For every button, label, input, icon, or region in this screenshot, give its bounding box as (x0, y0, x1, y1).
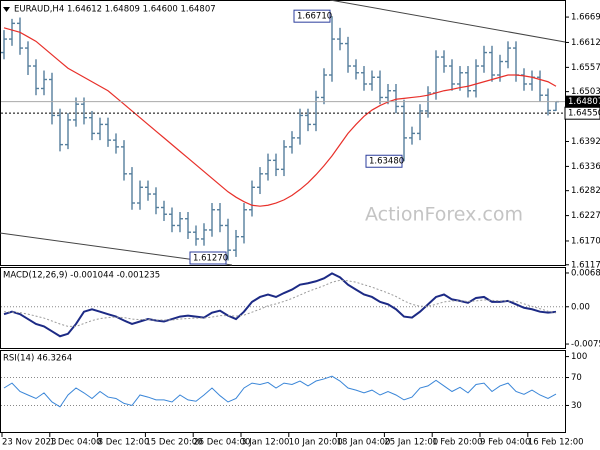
x-tick-label: 10 Jan 20:00 (289, 438, 343, 448)
annotation-box (365, 154, 403, 168)
annotation-box (293, 9, 331, 23)
x-tick-label: 23 Nov 2023 (2, 438, 56, 448)
x-tick-label: 1 Feb 20:00 (432, 438, 482, 448)
y-tick-label: 1.65030 (571, 87, 600, 97)
y-tick-label: 1.61705 (571, 236, 600, 246)
y-tick-label: -0.007591 (571, 340, 600, 350)
indicator-line (3, 375, 557, 408)
y-tick-label: 1.62270 (571, 211, 600, 221)
y-tick-label: 1.65570 (571, 63, 600, 73)
price-level-label: 1.64550 (568, 109, 600, 119)
menu-icon (3, 7, 10, 12)
y-tick-label: 1.61175 (571, 260, 600, 270)
last-price-box (565, 95, 600, 108)
y-tick-label: 1.63920 (571, 137, 600, 147)
annotation-label: 1.66710 (297, 12, 332, 22)
y-tick-label: 0.00 (571, 302, 590, 312)
x-tick-label: 25 Jan 12:00 (384, 438, 438, 448)
annotation-label: 1.63480 (369, 157, 404, 167)
macd-panel (0, 267, 566, 349)
y-tick-label: 70 (571, 373, 582, 383)
trend-line (329, 0, 566, 43)
price-panel (0, 0, 566, 266)
x-tick-label: 26 Dec 04:00 (193, 438, 250, 448)
y-tick-label: 1.66125 (571, 38, 600, 48)
x-tick-label: 8 Dec 12:00 (98, 438, 150, 448)
y-tick-label: 0.006886 (571, 268, 600, 278)
indicator-line (3, 272, 557, 338)
rsi-panel (0, 350, 566, 433)
moving-average (3, 27, 557, 207)
last-price-label: 1.64807 (568, 97, 600, 107)
x-tick-label: 1 Dec 04:00 (50, 438, 102, 448)
x-tick-label: 16 Feb 12:00 (528, 438, 584, 448)
annotation-label: 1.61270 (193, 254, 228, 264)
y-tick-label: 1.66690 (571, 13, 600, 23)
rsi-title: RSI(14) 46.3264 (3, 354, 72, 364)
x-tick-label: 9 Feb 04:00 (480, 438, 530, 448)
macd-title: MACD(12,26,9) -0.001044 -0.001235 (3, 271, 160, 281)
y-tick-label: 100 (571, 352, 587, 362)
annotation-box (189, 251, 227, 265)
x-tick-label: 15 Dec 20:00 (145, 438, 202, 448)
y-tick-label: 1.62825 (571, 186, 600, 196)
y-tick-label: 30 (571, 401, 582, 411)
y-tick-label: 1.63365 (571, 162, 600, 172)
chart-title: EURAUD,H4 1.64612 1.64809 1.64600 1.6480… (14, 5, 216, 15)
watermark: ActionForex.com (365, 204, 523, 226)
x-tick-label: 3 Jan 12:00 (241, 438, 289, 448)
x-tick-label: 18 Jan 04:00 (337, 438, 391, 448)
